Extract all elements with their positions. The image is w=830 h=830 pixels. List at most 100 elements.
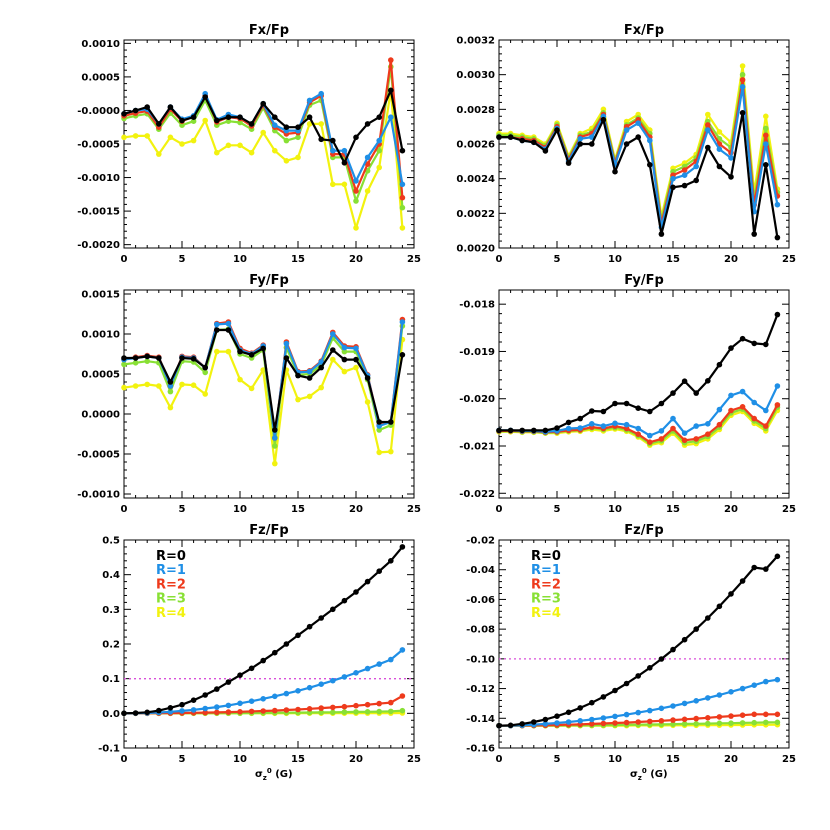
data-point: [507, 427, 514, 434]
data-point: [565, 709, 572, 716]
data-point: [341, 597, 348, 604]
x-tick-label: 20: [724, 254, 738, 265]
data-point: [531, 427, 537, 434]
data-point: [376, 147, 383, 154]
data-point: [705, 431, 711, 438]
data-point: [728, 591, 734, 597]
data-point: [647, 718, 653, 725]
data-point: [295, 706, 301, 713]
data-point: [388, 708, 394, 715]
data-point: [774, 402, 781, 408]
data-point: [647, 665, 653, 671]
data-point: [739, 404, 746, 410]
data-point: [554, 127, 560, 133]
data-point: [353, 670, 359, 676]
panel-3: Fy/Fp 0 5 10 15 20 25 -0.022 -0.021 -0.020 -0.019 -…: [459, 273, 796, 515]
data-point: [647, 408, 653, 415]
data-point: [179, 701, 185, 708]
data-point: [716, 603, 723, 610]
data-point: [260, 100, 267, 107]
x-tick-label: 5: [179, 754, 186, 765]
data-point: [132, 355, 139, 361]
data-point: [739, 63, 746, 69]
data-point: [399, 319, 406, 325]
data-point: [751, 399, 757, 406]
data-point: [306, 684, 313, 691]
y-tick-label: 0.0010: [81, 39, 120, 50]
legend-entry: R=1: [156, 563, 186, 578]
legend-entry: R=2: [531, 577, 561, 592]
data-point: [774, 234, 781, 241]
data-point: [635, 431, 641, 438]
panel-4: Fz/Fp 0 5 10 15 20 25 -0.1 0.0 0.1 0.2 0.3 0.4 0.5 R=0…: [98, 523, 421, 782]
data-point: [353, 225, 359, 231]
data-point: [353, 198, 359, 204]
data-point: [774, 711, 781, 718]
data-point: [388, 558, 394, 564]
data-point: [283, 340, 290, 347]
series-0: [121, 544, 406, 717]
y-tick-label: -0.1: [98, 744, 120, 755]
series-1: [496, 676, 781, 729]
data-point: [739, 84, 746, 90]
data-point: [179, 708, 185, 714]
data-point: [751, 711, 757, 718]
data-point: [190, 137, 197, 144]
x-tick-label: 20: [349, 754, 363, 765]
data-point: [496, 427, 502, 434]
data-point: [507, 722, 514, 729]
legend-entry: R=3: [531, 592, 561, 607]
data-point: [225, 320, 232, 327]
data-point: [132, 107, 139, 114]
y-tick-label: 0.0020: [456, 244, 495, 255]
data-point: [364, 154, 371, 161]
data-point: [635, 673, 641, 679]
data-point: [751, 564, 757, 571]
data-point: [658, 400, 665, 407]
series-4: [121, 87, 406, 231]
y-tick-label: 0.0005: [81, 370, 120, 381]
data-point: [399, 707, 406, 714]
data-point: [353, 364, 359, 371]
data-point: [705, 695, 711, 701]
data-point: [225, 114, 232, 120]
data-point: [167, 104, 174, 110]
data-point: [399, 352, 406, 358]
data-point: [647, 162, 653, 168]
data-point: [225, 702, 232, 709]
data-point: [565, 160, 572, 166]
data-point: [716, 129, 723, 135]
data-point: [728, 155, 734, 161]
data-point: [589, 141, 595, 147]
y-tick-label: -0.019: [459, 347, 495, 358]
data-point: [341, 356, 348, 363]
data-point: [202, 364, 208, 371]
data-point: [306, 623, 313, 630]
data-point: [225, 327, 232, 333]
y-tick-label: -0.12: [466, 684, 495, 695]
data-point: [306, 706, 313, 712]
y-tick-label: -0.0005: [77, 140, 120, 151]
data-point: [341, 181, 348, 188]
data-point: [763, 423, 769, 429]
data-point: [283, 690, 290, 697]
data-point: [121, 355, 127, 361]
data-point: [376, 700, 383, 707]
y-tick-label: 0.0005: [81, 72, 120, 83]
data-point: [318, 136, 325, 143]
data-point: [600, 720, 607, 727]
data-point: [318, 364, 325, 371]
y-tick-label: 0.2: [102, 640, 120, 651]
data-point: [681, 167, 688, 173]
panel-title: Fy/Fp: [249, 273, 289, 288]
data-point: [353, 345, 359, 352]
data-point: [237, 114, 243, 120]
data-point: [600, 116, 607, 123]
y-tick-label: 0.0010: [81, 330, 120, 341]
series-4: [121, 336, 406, 467]
y-tick-label: 0.0026: [456, 140, 495, 151]
data-point: [237, 700, 243, 707]
x-tick-label: 0: [496, 254, 503, 265]
data-point: [705, 421, 711, 427]
data-point: [705, 378, 711, 384]
